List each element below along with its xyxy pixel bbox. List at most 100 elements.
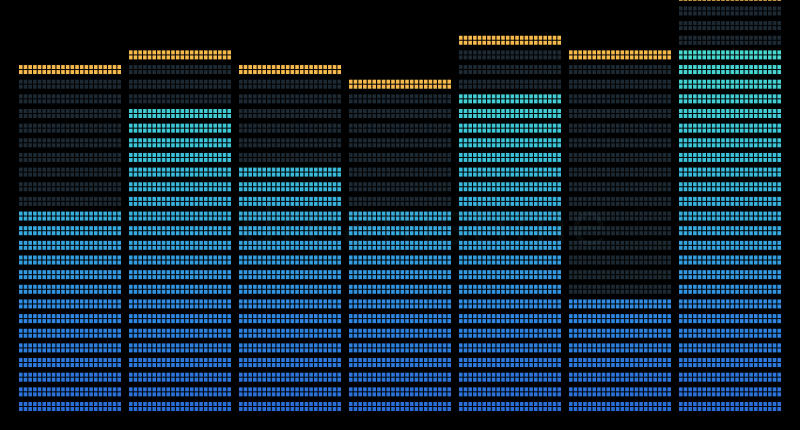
segment-cell <box>515 343 519 348</box>
segment-cell <box>203 172 208 177</box>
segment-cell <box>37 275 42 280</box>
segment-cell <box>304 343 309 348</box>
segment-cell <box>108 152 112 157</box>
segment-cell <box>381 138 386 143</box>
segment-cell <box>47 304 51 309</box>
segment-cell <box>276 187 281 192</box>
segment-cell <box>496 255 501 260</box>
segment-cell <box>138 372 142 377</box>
segment-cell <box>496 299 501 304</box>
segment-cell <box>93 319 98 324</box>
segment-cell <box>171 172 175 177</box>
segment-cell <box>84 348 89 353</box>
segment-cell <box>328 402 332 406</box>
segment-cell <box>419 299 423 304</box>
segment-cell <box>538 387 543 392</box>
segment-cell <box>538 284 543 289</box>
segment-cell <box>552 402 557 406</box>
segment-cell <box>405 304 409 309</box>
segment-cell <box>309 216 313 221</box>
segment-cell <box>290 70 295 75</box>
segment-cell <box>349 143 353 148</box>
segment-cell <box>180 65 185 70</box>
segment-cell <box>37 114 42 118</box>
segment-cell <box>505 231 510 236</box>
segment-cell <box>171 343 175 348</box>
segment-cell <box>47 196 51 201</box>
segment-cell <box>147 114 152 118</box>
segment-cell <box>28 299 32 304</box>
segment-cell <box>290 211 295 216</box>
segment-cell <box>143 372 147 377</box>
segment-cell <box>349 289 353 294</box>
segment-cell <box>395 314 400 319</box>
segment-cell <box>180 196 185 201</box>
segment-cell <box>199 348 203 353</box>
segment-cell <box>56 84 61 89</box>
segment-cell <box>23 152 28 157</box>
segment-cell <box>213 314 217 319</box>
segment-cell <box>218 182 222 187</box>
segment-cell <box>363 348 367 353</box>
segment-cell <box>423 143 428 148</box>
segment-cell <box>281 211 285 216</box>
segment-cell <box>208 348 213 353</box>
segment-cell <box>447 270 451 275</box>
segment-cell <box>419 138 423 143</box>
segment-cell <box>353 79 358 84</box>
segment-cell <box>19 319 23 324</box>
segment-cell <box>487 196 491 201</box>
segment-cell <box>438 260 442 265</box>
segment-cell <box>328 343 332 348</box>
segment-cell <box>290 358 295 363</box>
segment-cell <box>386 392 391 397</box>
segment-cell <box>276 231 281 236</box>
segment-cell <box>257 70 262 75</box>
segment-cell <box>152 333 157 338</box>
segment-cell <box>372 84 377 89</box>
segment-cell <box>61 201 65 206</box>
segment-cell <box>65 157 70 162</box>
segment-cell <box>199 275 203 280</box>
segment-cell <box>239 377 243 382</box>
segment-cell <box>349 319 353 324</box>
segment-cell <box>304 407 309 411</box>
segment-cell <box>117 377 121 382</box>
segment-cell <box>363 299 367 304</box>
segment-cell <box>98 377 103 382</box>
segment-cell <box>89 348 93 353</box>
segment-cell <box>367 167 372 172</box>
segment-cell <box>295 299 299 304</box>
segment-cell <box>414 201 419 206</box>
lit-segment <box>129 402 231 411</box>
segment-cell <box>129 187 133 192</box>
segment-cell <box>103 333 107 338</box>
segment-cell <box>117 275 121 280</box>
segment-cell <box>262 392 267 397</box>
segment-cell <box>473 328 477 333</box>
segment-cell <box>548 275 552 280</box>
segment-cell <box>157 299 161 304</box>
segment-cell <box>56 123 61 128</box>
segment-cell <box>447 392 451 397</box>
segment-cell <box>447 260 451 265</box>
segment-cell <box>337 231 341 236</box>
segment-cell <box>257 211 262 216</box>
segment-cell <box>367 372 372 377</box>
segment-cell <box>89 99 93 104</box>
lit-segment <box>349 402 451 411</box>
segment-cell <box>166 240 171 245</box>
segment-cell <box>257 304 262 309</box>
segment-cell <box>400 231 405 236</box>
segment-cell <box>112 392 117 397</box>
segment-cell <box>501 201 505 206</box>
segment-cell <box>442 226 447 231</box>
segment-cell <box>203 211 208 216</box>
segment-cell <box>557 392 561 397</box>
segment-cell <box>442 114 447 118</box>
segment-cell <box>112 407 117 411</box>
segment-cell <box>281 196 285 201</box>
segment-cell <box>299 167 304 172</box>
segment-cell <box>61 128 65 133</box>
segment-cell <box>37 348 42 353</box>
